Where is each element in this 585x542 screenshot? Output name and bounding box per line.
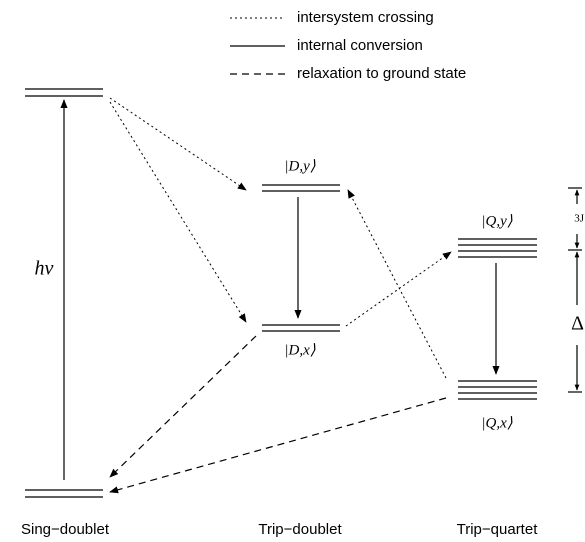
- isc-arrow: [348, 190, 446, 378]
- state-label: |Q,y⟩: [481, 213, 512, 229]
- isc-arrow: [110, 98, 246, 190]
- legend-label: internal conversion: [297, 37, 423, 54]
- scale-label: 3J: [574, 213, 585, 225]
- legend: intersystem crossing internal conversion…: [230, 9, 466, 82]
- transitions: [64, 98, 496, 492]
- levels: [25, 89, 537, 497]
- isc-arrow: [110, 102, 246, 322]
- isc-arrow: [346, 252, 451, 326]
- relaxation-arrow: [110, 336, 256, 477]
- excitation-label: hν: [35, 258, 54, 280]
- legend-label: intersystem crossing: [297, 9, 434, 26]
- relaxation-arrow: [110, 398, 446, 492]
- legend-label: relaxation to ground state: [297, 65, 466, 82]
- state-label: |D,x⟩: [284, 342, 315, 358]
- state-label: |D,y⟩: [284, 158, 315, 174]
- column-label: Sing−doublet: [21, 521, 110, 538]
- scale: 3J Δ: [568, 188, 585, 392]
- column-label: Trip−quartet: [457, 521, 539, 538]
- state-label: |Q,x⟩: [481, 415, 512, 431]
- column-label: Trip−doublet: [258, 521, 342, 538]
- scale-label: Δ: [571, 313, 584, 335]
